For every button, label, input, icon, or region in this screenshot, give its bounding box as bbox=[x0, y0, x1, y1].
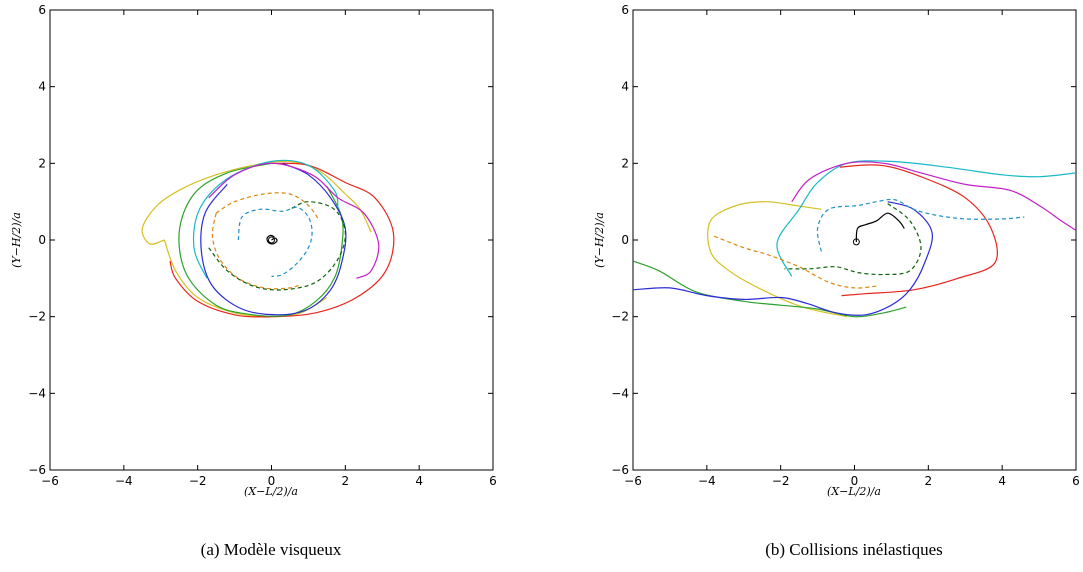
trajectory-line-a-1 bbox=[163, 239, 328, 318]
x-tick-label-a: 0 bbox=[268, 474, 276, 488]
y-tick-label-a: −2 bbox=[28, 310, 46, 324]
trajectory-line-a-7 bbox=[215, 192, 320, 222]
x-axis-label-b: (X−L/2)/a bbox=[827, 485, 881, 498]
trajectory-line-a-0 bbox=[141, 160, 372, 245]
y-tick-label-a: −4 bbox=[28, 386, 46, 400]
y-tick-label-b: 4 bbox=[621, 80, 629, 94]
start-marker-a bbox=[268, 236, 275, 244]
caption-b: (b) Collisions inélastiques bbox=[765, 540, 943, 559]
trajectory-line-a-2 bbox=[169, 162, 395, 318]
x-tick-label-a: −4 bbox=[115, 474, 133, 488]
x-axis-label-a: (X−L/2)/a bbox=[244, 485, 298, 498]
trajectory-line-b-7 bbox=[784, 203, 922, 276]
y-tick-label-b: −4 bbox=[611, 386, 629, 400]
panel-a: −6−6 −4 −4 −2 −2 0 0 2 2 4 4 6 6 (X−L/2)/a (Y−H/2)/a… bbox=[10, 3, 497, 559]
trajectory-line-b-0 bbox=[707, 201, 848, 318]
x-tick-label-a: −6 bbox=[41, 474, 59, 488]
panel-b: −6−6 −4 −4 −2 −2 0 0 2 2 4 4 6 6 (X−L/2)/a (Y−H/2)/a… bbox=[593, 3, 1080, 559]
trajectory-line-a-5 bbox=[200, 162, 347, 316]
y-tick-label-b: −6 bbox=[611, 463, 629, 477]
x-tick-label-a: 6 bbox=[489, 474, 497, 488]
y-tick-label-a: 4 bbox=[38, 80, 46, 94]
x-tick-label-a: 4 bbox=[415, 474, 423, 488]
caption-a: (a) Modèle visqueux bbox=[201, 540, 342, 559]
x-tick-label-b: −6 bbox=[624, 474, 642, 488]
x-tick-label-b: 0 bbox=[851, 474, 859, 488]
x-tick-label-b: 2 bbox=[925, 474, 933, 488]
start-marker-b bbox=[852, 238, 860, 246]
y-axis-label-b: (Y−H/2)/a bbox=[593, 212, 606, 268]
trajectory-line-b-2 bbox=[633, 260, 907, 318]
x-tick-label-b: 6 bbox=[1072, 474, 1080, 488]
y-tick-label-b: 6 bbox=[621, 3, 629, 17]
y-tick-label-b: −2 bbox=[611, 310, 629, 324]
y-tick-label-b: 0 bbox=[621, 233, 629, 247]
y-tick-label-a: −6 bbox=[28, 463, 46, 477]
tick-layer-a: −6−6 −4 −4 −2 −2 0 0 2 2 4 4 6 6 bbox=[28, 3, 497, 488]
series-layer-b bbox=[633, 160, 1076, 318]
x-tick-label-b: −4 bbox=[698, 474, 716, 488]
trajectory-line-a-8 bbox=[211, 213, 302, 290]
trajectory-line-b-8 bbox=[816, 198, 1025, 252]
x-tick-label-b: 4 bbox=[998, 474, 1006, 488]
tick-layer-b: −6−6 −4 −4 −2 −2 0 0 2 2 4 4 6 6 bbox=[611, 3, 1080, 488]
x-tick-label-a: −2 bbox=[189, 474, 207, 488]
trajectory-line-a-10 bbox=[237, 206, 313, 277]
y-tick-label-a: 2 bbox=[38, 156, 46, 170]
y-tick-label-a: 0 bbox=[38, 233, 46, 247]
y-tick-label-b: 2 bbox=[621, 156, 629, 170]
trajectory-line-b-4 bbox=[633, 201, 933, 316]
trajectory-line-a-6 bbox=[208, 162, 380, 279]
trajectory-line-a-3 bbox=[178, 162, 344, 317]
trajectory-line-b-1 bbox=[839, 164, 998, 297]
trajectory-line-b-5 bbox=[791, 161, 1076, 231]
trajectory-line-a-11 bbox=[266, 234, 278, 245]
x-tick-label-a: 2 bbox=[342, 474, 350, 488]
y-axis-label-a: (Y−H/2)/a bbox=[10, 212, 23, 268]
y-tick-label-a: 6 bbox=[38, 3, 46, 17]
series-layer-a bbox=[141, 159, 395, 318]
trajectory-line-b-3 bbox=[776, 160, 1076, 277]
trajectory-line-b-9 bbox=[855, 212, 905, 242]
trajectory-line-a-9 bbox=[208, 201, 346, 291]
x-tick-label-b: −2 bbox=[772, 474, 790, 488]
trajectory-line-b-6 bbox=[713, 235, 877, 289]
